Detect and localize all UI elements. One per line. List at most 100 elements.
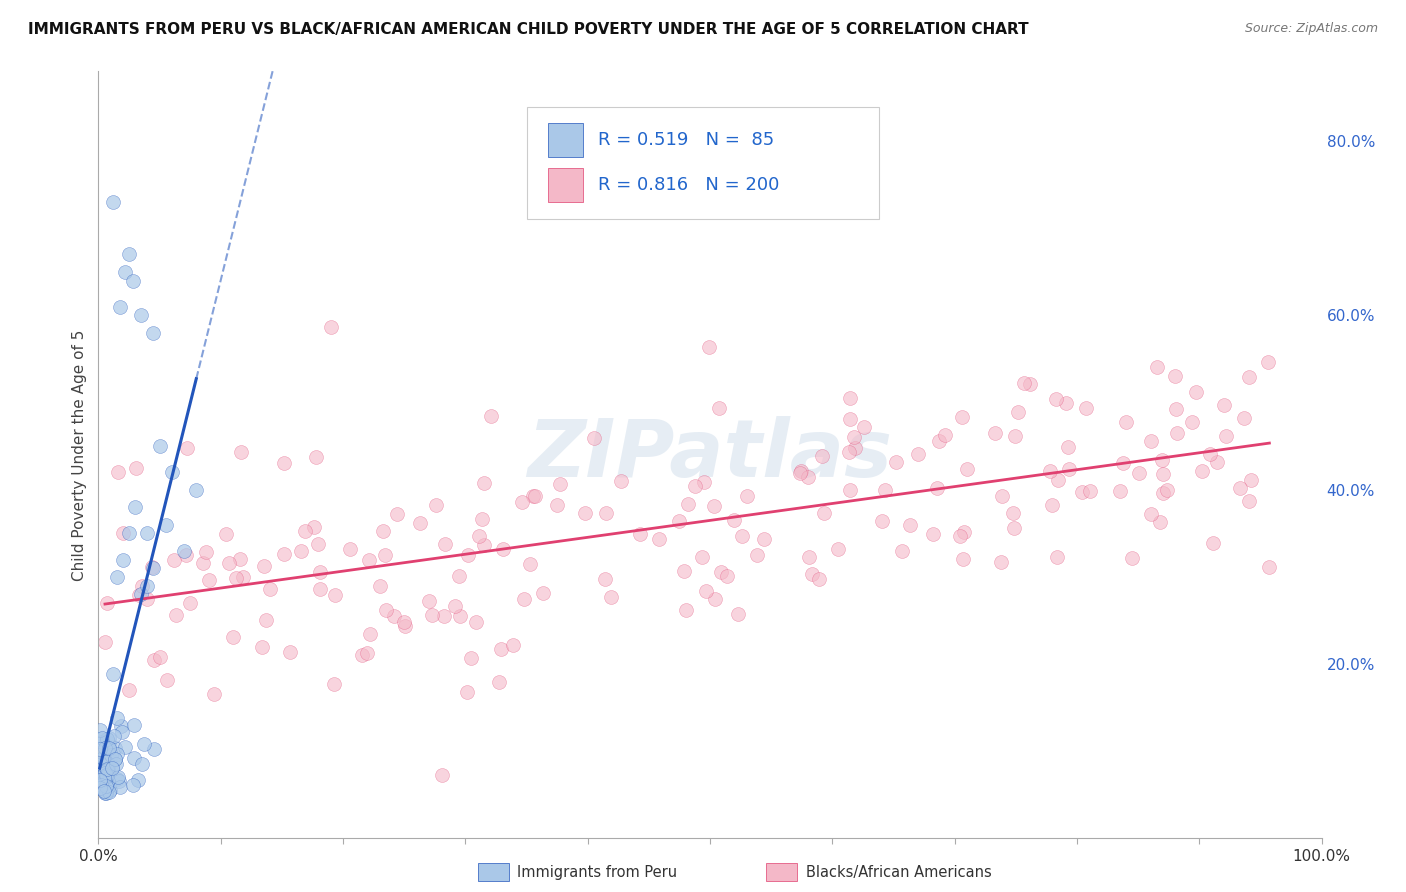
Point — [173, 543, 195, 558]
Point — [808, 572, 831, 586]
Point — [409, 516, 432, 531]
Point — [118, 247, 141, 261]
Point — [101, 760, 124, 774]
Point — [118, 526, 141, 541]
Point — [121, 274, 143, 288]
Point — [254, 613, 277, 627]
Point — [1002, 521, 1025, 535]
Point — [1237, 370, 1260, 384]
Point — [797, 470, 820, 484]
Point — [165, 608, 187, 623]
Point — [513, 591, 536, 606]
Point — [510, 495, 533, 509]
Point — [97, 764, 120, 778]
Point — [325, 588, 347, 602]
Point — [93, 784, 115, 798]
Point — [104, 752, 127, 766]
Point — [716, 569, 738, 583]
Point — [444, 599, 467, 614]
Point — [129, 309, 152, 323]
Point — [107, 770, 129, 784]
Point — [94, 741, 117, 756]
Point — [1191, 464, 1213, 478]
Point — [1239, 494, 1261, 508]
Point — [105, 747, 128, 761]
Point — [433, 608, 456, 623]
Point — [548, 476, 571, 491]
Point — [723, 513, 745, 527]
Point — [1199, 447, 1222, 461]
Point — [810, 449, 832, 463]
Point — [357, 553, 380, 567]
Text: Immigrants from Peru: Immigrants from Peru — [517, 865, 678, 880]
Text: Blacks/African Americans: Blacks/African Americans — [806, 865, 991, 880]
Point — [225, 571, 247, 585]
Point — [519, 557, 541, 571]
Point — [502, 638, 524, 652]
Point — [1115, 416, 1137, 430]
Point — [898, 518, 921, 533]
Point — [991, 489, 1014, 503]
Text: IMMIGRANTS FROM PERU VS BLACK/AFRICAN AMERICAN CHILD POVERTY UNDER THE AGE OF 5 : IMMIGRANTS FROM PERU VS BLACK/AFRICAN AM… — [28, 22, 1029, 37]
Point — [193, 556, 215, 570]
Point — [1149, 515, 1171, 529]
Point — [155, 517, 177, 532]
Point — [97, 773, 120, 788]
Point — [1215, 429, 1237, 443]
Point — [370, 579, 392, 593]
Point — [394, 615, 416, 630]
Point — [468, 529, 491, 543]
Point — [96, 779, 118, 793]
Point — [928, 434, 950, 448]
Point — [695, 584, 717, 599]
Point — [94, 786, 117, 800]
Point — [1152, 467, 1174, 481]
Point — [479, 409, 502, 423]
Point — [127, 772, 149, 787]
Point — [648, 533, 671, 547]
Point — [1146, 359, 1168, 374]
Point — [628, 526, 651, 541]
Point — [990, 555, 1012, 569]
Point — [754, 532, 776, 546]
Point — [132, 737, 155, 751]
Point — [1046, 473, 1069, 487]
Point — [678, 497, 700, 511]
Point — [96, 780, 118, 794]
Point — [156, 673, 179, 687]
Point — [1070, 485, 1092, 500]
Point — [97, 761, 120, 775]
Point — [308, 582, 330, 596]
Point — [953, 524, 976, 539]
Point — [418, 594, 440, 608]
Point — [1121, 551, 1143, 566]
Point — [891, 543, 914, 558]
Point — [259, 582, 281, 596]
Point — [704, 591, 727, 606]
Point — [471, 512, 494, 526]
Point — [374, 602, 396, 616]
Point — [148, 650, 170, 665]
Point — [595, 506, 617, 520]
Point — [683, 478, 706, 492]
Point — [273, 457, 295, 471]
Point — [1128, 466, 1150, 480]
Point — [1206, 455, 1229, 469]
Point — [789, 466, 811, 480]
Point — [813, 507, 835, 521]
Point — [472, 538, 495, 552]
Point — [278, 644, 301, 658]
Point — [105, 772, 128, 786]
Point — [842, 430, 865, 444]
Point — [107, 773, 129, 788]
Point — [96, 732, 118, 747]
Point — [449, 608, 471, 623]
Point — [1046, 549, 1069, 564]
Point — [710, 566, 733, 580]
Point — [94, 634, 117, 648]
Point — [96, 769, 118, 783]
Point — [838, 444, 860, 458]
Point — [1019, 377, 1042, 392]
Point — [186, 483, 208, 497]
Point — [927, 481, 949, 495]
